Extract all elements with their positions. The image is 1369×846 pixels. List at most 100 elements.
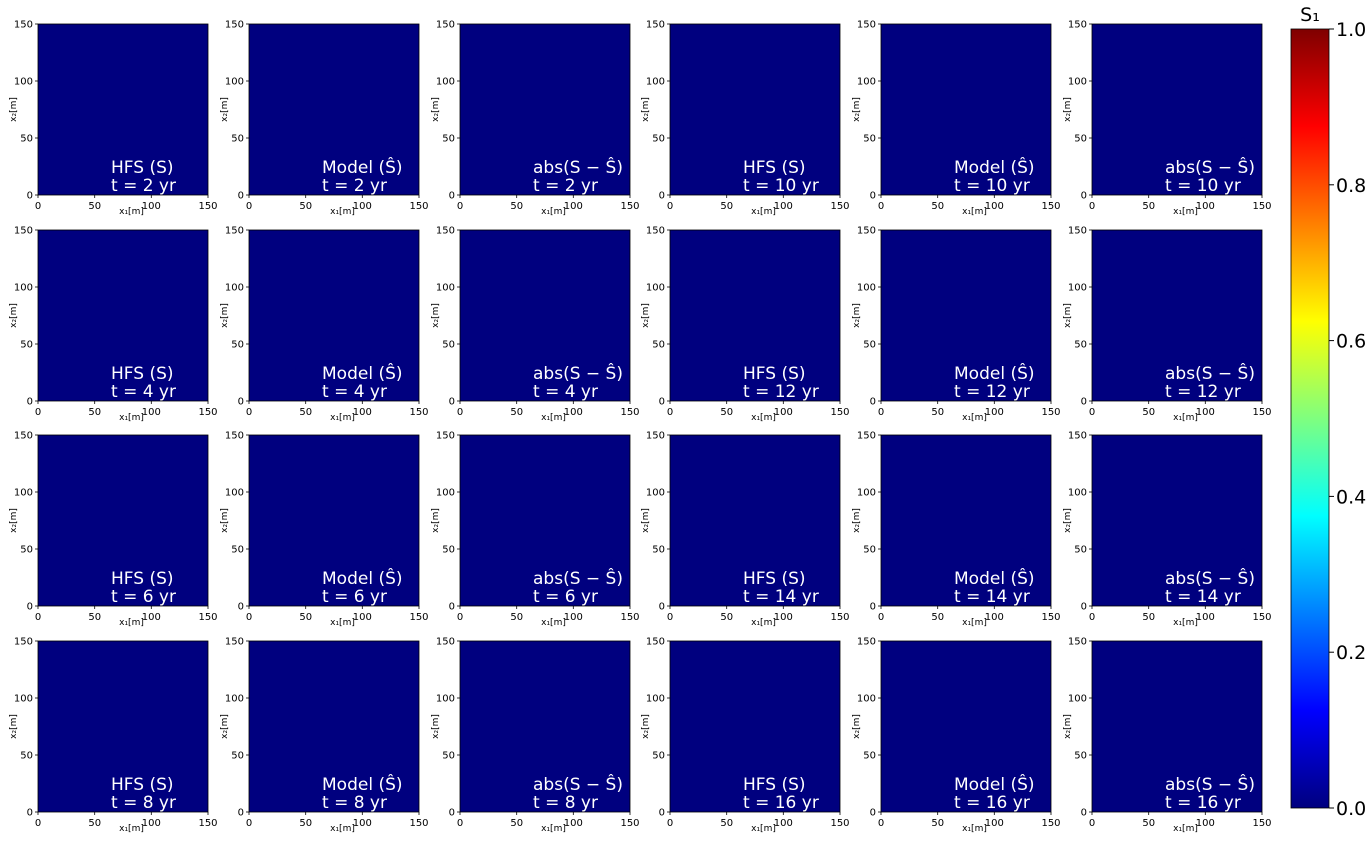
y-tick-label: 0 [27,602,33,613]
panel-label: HFS (S) [111,569,174,589]
y-tick-label: 100 [436,77,455,88]
y-tick-label: 50 [231,545,244,556]
axes-frame [248,640,420,813]
x-tick-label: 100 [564,201,583,212]
panel-time: t = 12 yr [954,382,1030,402]
panel-label: HFS (S) [743,569,806,589]
y-tick-label: 150 [857,431,876,442]
heatmap-background [460,641,630,812]
x-tick-label: 0 [246,201,252,212]
x-axis-label: x₁[m] [330,618,355,628]
panel-label: abs(S − Ŝ) [533,773,623,795]
y-tick-label: 50 [652,340,665,351]
y-axis-label: x₂[m] [641,97,651,122]
x-tick-label: 150 [1041,818,1060,829]
axes-frame [669,229,841,402]
panel-label: Model (Ŝ) [954,567,1035,589]
x-axis-label: x₁[m] [751,207,776,217]
y-axis-label: x₂[m] [1063,303,1073,328]
x-tick-label: 50 [510,818,523,829]
panel: 0 50 100 150 0 50 100 150 x₁[m] x₂[m] Model (Ŝ)t =… [852,226,1061,424]
heatmap-background [249,641,419,812]
axes-frame [459,640,631,813]
panel: 0 50 100 150 0 50 100 150 x₁[m] x₂[m] HFS (S)t = 6… [9,431,218,629]
x-tick-label: 100 [774,612,793,623]
y-axis-label: x₂[m] [9,714,19,739]
y-tick-label: 50 [20,545,33,556]
panel-time: t = 14 yr [954,587,1030,607]
y-tick-label: 50 [231,340,244,351]
x-axis-label: x₁[m] [541,824,566,834]
axes-frame [669,23,841,196]
y-tick-label: 100 [857,283,876,294]
heatmap-background [670,641,840,812]
x-axis-label: x₁[m] [330,413,355,423]
y-tick-label: 50 [442,545,455,556]
axes-frame [459,23,631,196]
x-tick-label: 100 [564,407,583,418]
x-axis-label: x₁[m] [119,207,144,217]
y-tick-label: 150 [436,637,455,648]
y-tick-label: 150 [1068,226,1087,237]
x-axis-label: x₁[m] [541,413,566,423]
y-tick-label: 100 [14,283,33,294]
y-tick-label: 50 [20,134,33,145]
y-tick-label: 50 [1074,545,1087,556]
heatmap-background [881,24,1051,195]
axes-frame [37,434,209,607]
x-tick-label: 0 [35,201,41,212]
x-tick-label: 0 [457,612,463,623]
y-tick-label: 100 [14,694,33,705]
colorbar: 0.0 0.2 0.4 0.6 0.8 1.0 S₁ [1290,4,1366,820]
axes-frame [880,640,1052,813]
x-tick-label: 50 [88,818,101,829]
y-tick-label: 0 [449,397,455,408]
y-axis-label: x₂[m] [852,714,862,739]
y-tick-label: 150 [1068,20,1087,31]
x-tick-label: 150 [1252,612,1271,623]
axes-frame [1091,23,1263,196]
x-tick-label: 50 [510,407,523,418]
y-tick-label: 0 [1081,191,1087,202]
x-tick-label: 100 [353,201,372,212]
panel-label: HFS (S) [743,364,806,384]
y-tick-label: 100 [857,694,876,705]
x-tick-label: 100 [353,612,372,623]
y-tick-label: 150 [225,637,244,648]
x-tick-label: 150 [409,612,428,623]
x-tick-label: 0 [35,818,41,829]
x-tick-label: 150 [198,818,217,829]
axes-frame [880,23,1052,196]
panel-time: t = 8 yr [322,793,387,813]
heatmap-background [249,435,419,606]
panel-time: t = 14 yr [743,587,819,607]
y-tick-label: 0 [449,191,455,202]
panel: 0 50 100 150 0 50 100 150 x₁[m] x₂[m] Model (Ŝ)t =… [220,20,429,218]
x-tick-label: 50 [1142,818,1155,829]
axes-frame [37,640,209,813]
y-tick-label: 0 [1081,397,1087,408]
x-tick-label: 100 [142,201,161,212]
panel-time: t = 16 yr [743,793,819,813]
x-tick-label: 50 [1142,201,1155,212]
x-axis-label: x₁[m] [962,207,987,217]
colorbar-tick-label: 0.2 [1336,642,1366,664]
panel-label: Model (Ŝ) [322,773,403,795]
y-axis-label: x₂[m] [641,508,651,533]
heatmap-background [38,435,208,606]
y-axis-label: x₂[m] [641,714,651,739]
axes-frame [1091,640,1263,813]
heatmap-background [249,24,419,195]
panel: 0 50 100 150 0 50 100 150 x₁[m] x₂[m] HFS (S)t = 8… [9,637,218,835]
y-tick-label: 50 [652,751,665,762]
x-tick-label: 150 [409,201,428,212]
x-tick-label: 50 [88,407,101,418]
y-tick-label: 100 [225,77,244,88]
y-tick-label: 0 [449,602,455,613]
x-axis-label: x₁[m] [751,618,776,628]
x-tick-label: 100 [985,818,1004,829]
y-tick-label: 50 [231,751,244,762]
axes-frame [37,229,209,402]
